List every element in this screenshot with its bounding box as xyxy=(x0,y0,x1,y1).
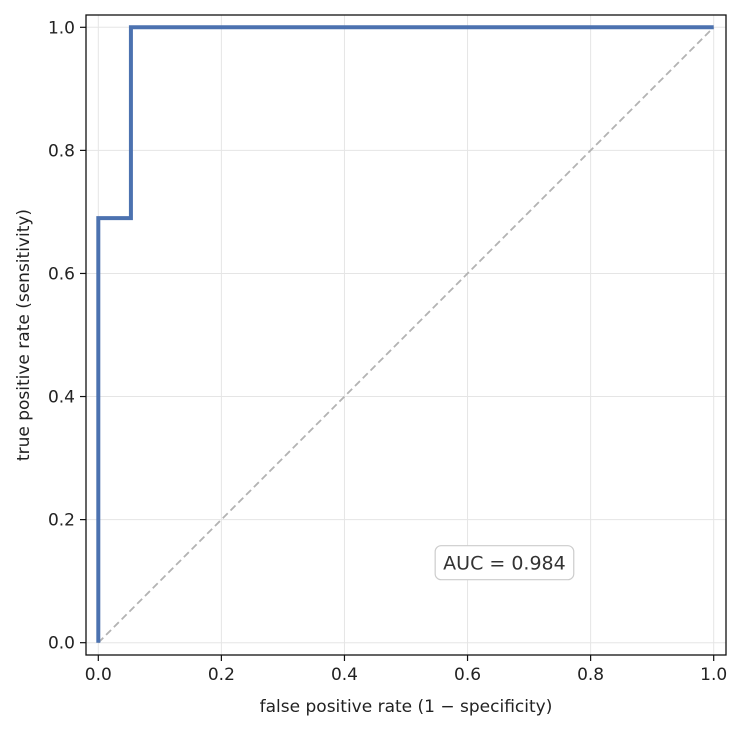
y-tick-label-0: 0.0 xyxy=(48,634,75,654)
y-tick-label-1: 0.2 xyxy=(48,511,75,531)
ticks: 0.0 0.2 0.4 0.6 0.8 1.0 0.0 0.2 0.4 0.6 0.8 1.0 xyxy=(48,18,727,685)
y-tick-label-2: 0.4 xyxy=(48,388,75,408)
y-tick-label-5: 1.0 xyxy=(48,18,75,38)
x-axis-label: false positive rate (1 − specificity) xyxy=(260,697,553,717)
y-tick-label-4: 0.8 xyxy=(48,141,75,161)
series-layer xyxy=(96,25,715,644)
y-tick-label-3: 0.6 xyxy=(48,264,75,284)
chance-line xyxy=(97,26,715,644)
auc-annotation-box xyxy=(434,545,575,581)
x-tick-label-4: 0.8 xyxy=(577,665,604,685)
auc-annotation: AUC = 0.984 xyxy=(443,553,566,575)
plot-frame xyxy=(85,14,727,656)
x-tick-label-5: 1.0 xyxy=(700,665,727,685)
roc-curve xyxy=(96,25,714,643)
x-tick-label-2: 0.4 xyxy=(331,665,358,685)
x-tick-label-1: 0.2 xyxy=(208,665,235,685)
x-tick-label-3: 0.6 xyxy=(454,665,481,685)
annotation: AUC = 0.984 xyxy=(434,545,575,581)
x-tick-label-0: 0.0 xyxy=(85,665,112,685)
y-axis-label: true positive rate (sensitivity) xyxy=(14,209,34,461)
